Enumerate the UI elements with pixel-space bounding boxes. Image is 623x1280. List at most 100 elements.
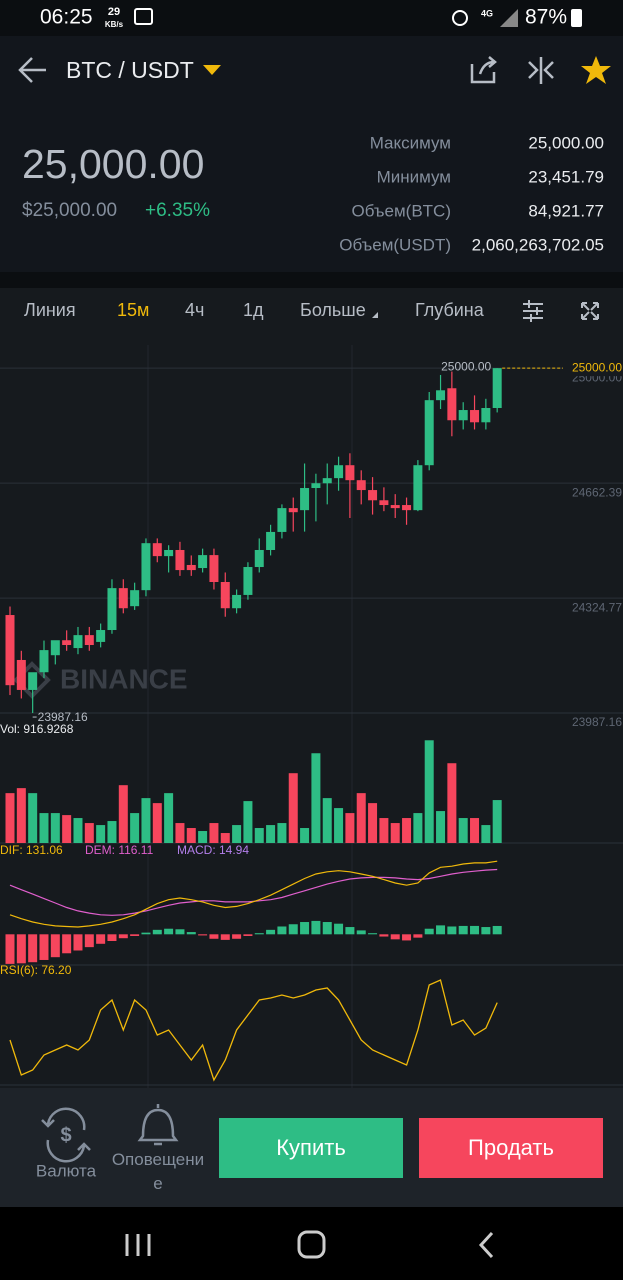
candle-body (84, 635, 94, 645)
y-tick-label: 24324.77 (572, 600, 622, 614)
volume-bar (334, 808, 344, 843)
settings-button[interactable] (523, 300, 543, 322)
candle-body (209, 555, 219, 582)
high-label: 25000.00 (441, 359, 491, 373)
interval-tab[interactable]: 15м (117, 300, 149, 320)
volume-bar (50, 813, 60, 843)
interval-tab[interactable]: 1д (243, 300, 264, 320)
macd-bar (39, 934, 49, 960)
candle-body (311, 483, 321, 489)
volume-bar (470, 818, 480, 843)
volume-bar (481, 825, 491, 843)
candle-body (198, 555, 208, 569)
interval-tab[interactable]: 4ч (185, 300, 204, 320)
low-label: 23987.16 (38, 710, 88, 724)
buy-label[interactable]: Купить (276, 1135, 346, 1160)
macd-bar (345, 927, 355, 935)
volume-bar (345, 813, 355, 843)
nav-back[interactable] (478, 1231, 494, 1259)
macd-bar (447, 926, 457, 935)
volume-bar (130, 813, 140, 843)
last-price-bg (563, 360, 623, 377)
nav-recents[interactable] (125, 1234, 151, 1256)
candle-body (186, 564, 196, 571)
nav-home[interactable] (297, 1230, 326, 1259)
alarm-icon (452, 10, 468, 26)
volume-bar (254, 828, 264, 843)
stat-label: Объем(USDT) (339, 235, 451, 254)
volume-bar (322, 798, 332, 843)
macd-bar (379, 934, 389, 937)
dif-line (9, 860, 498, 928)
macd-bar (107, 934, 117, 941)
volume-bar (152, 803, 162, 843)
alerts-icon[interactable] (137, 1104, 179, 1146)
currency-label[interactable]: Валюта (36, 1161, 97, 1180)
volume-bar (402, 818, 412, 843)
alerts-label[interactable]: Оповещение (111, 1150, 205, 1193)
macd-bar (492, 925, 502, 935)
candle-body (175, 549, 185, 571)
macd-bar (266, 929, 276, 935)
candle-body (107, 588, 117, 631)
currency-icon[interactable] (41, 1107, 91, 1163)
candle-body (322, 478, 332, 484)
sell-label[interactable]: Продать (468, 1135, 554, 1160)
candle-body (481, 407, 491, 423)
candle-body (345, 465, 355, 481)
macd-bar (5, 934, 15, 964)
volume-bar (288, 773, 298, 843)
volume-bar (107, 821, 117, 843)
status-battery: 87% (525, 6, 567, 29)
stat-value: 84,921.77 (528, 201, 604, 220)
favorite-button[interactable] (581, 56, 611, 84)
dif-label: DIF: 131.06 (0, 843, 63, 857)
y-tick-label: 23987.16 (572, 715, 622, 729)
volume-bar (232, 825, 242, 843)
price-usd: $25,000.00 (22, 200, 117, 221)
volume-bar (209, 823, 219, 843)
stat-label: Объем(BTC) (352, 201, 452, 220)
volume-label: Vol: 916.9268 (0, 722, 74, 736)
candle-body (141, 543, 151, 591)
candle-body (243, 567, 253, 595)
macd-bar (402, 934, 412, 941)
pair-title[interactable]: BTC / USDT (66, 57, 194, 83)
volume-bar (492, 800, 502, 843)
volume-bar (175, 823, 185, 843)
candle-body (436, 390, 446, 401)
nav-bar (0, 1207, 623, 1280)
sell-button[interactable] (419, 1118, 603, 1178)
candle-body (164, 549, 174, 557)
macd-bar (73, 934, 83, 951)
rsi-label: RSI(6): 76.20 (0, 963, 72, 977)
compare-button[interactable] (528, 57, 554, 84)
fullscreen-button[interactable] (581, 302, 599, 320)
price-change: +6.35% (145, 200, 210, 221)
buy-button[interactable] (219, 1118, 403, 1178)
volume-bar (96, 825, 106, 843)
more-caret (372, 312, 378, 318)
candle-body (458, 410, 468, 421)
pair-dropdown[interactable] (203, 65, 221, 75)
y-tick-label: 24662.39 (572, 485, 622, 499)
candle-body (447, 388, 457, 421)
macd-bar (413, 934, 423, 938)
back-button[interactable] (18, 57, 46, 83)
volume-bar (413, 813, 423, 843)
last-price: 25,000.00 (22, 141, 204, 187)
candle-body (130, 590, 140, 607)
status-bar (0, 0, 623, 36)
interval-tab[interactable]: Линия (24, 300, 76, 320)
dem-label: DEM: 116.11 (85, 843, 154, 857)
interval-tab[interactable]: Глубина (415, 300, 485, 320)
share-button[interactable] (470, 56, 497, 84)
interval-tab[interactable]: Больше (300, 300, 366, 320)
candle-body (356, 480, 366, 491)
macd-bar (16, 934, 26, 964)
candle-body (50, 640, 60, 656)
candle-body (16, 659, 26, 690)
battery-icon (571, 9, 582, 27)
volume-bar (368, 803, 378, 843)
